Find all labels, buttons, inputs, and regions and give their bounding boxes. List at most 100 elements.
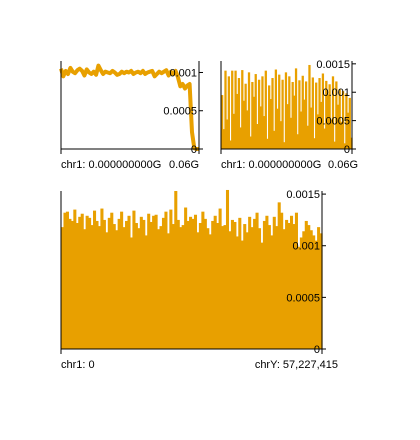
bar-35 bbox=[147, 213, 151, 349]
bar-57 bbox=[201, 211, 205, 349]
bar-89 bbox=[280, 212, 284, 349]
bar-27 bbox=[266, 138, 269, 149]
bar-59 bbox=[206, 228, 210, 349]
bar-37 bbox=[152, 215, 156, 349]
bar-3 bbox=[226, 119, 229, 149]
bar-101 bbox=[309, 230, 313, 349]
bar-46 bbox=[174, 191, 178, 349]
bar-17 bbox=[102, 219, 106, 349]
bar-47 bbox=[176, 219, 180, 349]
bar-98 bbox=[302, 231, 306, 349]
bar-7 bbox=[78, 216, 82, 349]
bar-80 bbox=[257, 228, 262, 349]
bar-31 bbox=[273, 130, 276, 149]
bar-37 bbox=[283, 142, 286, 149]
bar-10 bbox=[237, 78, 241, 149]
bar-75 bbox=[346, 112, 350, 149]
bar-39 bbox=[157, 229, 161, 349]
bar-43 bbox=[293, 95, 296, 149]
bar-40 bbox=[159, 226, 163, 349]
bar-22 bbox=[115, 230, 119, 349]
bar-55 bbox=[313, 138, 316, 149]
bar-51 bbox=[306, 125, 309, 149]
bar-41 bbox=[289, 117, 293, 149]
bar-97 bbox=[299, 237, 303, 349]
bar-1 bbox=[222, 129, 225, 149]
chart-panel-top-left: chr1: 0.000000000G 0.06G 0.001 0.0005 0 bbox=[59, 61, 203, 171]
bar-22 bbox=[257, 79, 261, 149]
bar-17 bbox=[249, 136, 252, 149]
bar-47 bbox=[299, 111, 303, 149]
bar-23 bbox=[117, 218, 121, 349]
bar-13 bbox=[242, 100, 246, 149]
bar-44 bbox=[169, 209, 173, 349]
bar-75 bbox=[245, 232, 249, 349]
bar-34 bbox=[144, 235, 148, 349]
bar-79 bbox=[255, 212, 259, 349]
bar-36 bbox=[149, 221, 153, 349]
bar-28 bbox=[268, 85, 271, 149]
bar-76 bbox=[248, 216, 252, 349]
bar-11 bbox=[88, 217, 92, 349]
bar-56 bbox=[198, 223, 202, 349]
y-tick-label-2: 0.0005 bbox=[316, 116, 350, 128]
bar-105 bbox=[319, 233, 323, 349]
bar-14 bbox=[244, 83, 247, 149]
bar-9 bbox=[236, 93, 239, 149]
bar-15 bbox=[97, 226, 101, 349]
bar-16 bbox=[247, 72, 251, 149]
bar-73 bbox=[343, 143, 346, 149]
bar-19 bbox=[252, 96, 256, 149]
bar-18 bbox=[105, 232, 109, 349]
x-tick-label-right: 0.06G bbox=[328, 159, 358, 171]
y-tick-label-3: 0 bbox=[314, 344, 320, 356]
bar-21 bbox=[112, 224, 116, 349]
bar-66 bbox=[331, 76, 335, 149]
bar-23 bbox=[259, 106, 262, 149]
bar-64 bbox=[328, 84, 331, 149]
bar-8 bbox=[234, 70, 237, 149]
bar-54 bbox=[193, 214, 198, 349]
bar-61 bbox=[211, 220, 215, 349]
bar-29 bbox=[269, 99, 272, 149]
bar-69 bbox=[230, 219, 234, 349]
bar-53 bbox=[310, 107, 313, 149]
bar-91 bbox=[285, 219, 289, 349]
bar-3 bbox=[68, 218, 72, 349]
bar-7 bbox=[232, 113, 236, 149]
chart-panel-top-right: chr1: 0.000000000G 0.06G 0.0015 0.001 0.0005… bbox=[220, 59, 358, 171]
bar-72 bbox=[341, 91, 345, 149]
bar-15 bbox=[246, 110, 249, 149]
y-tick-label-2: 0 bbox=[191, 144, 197, 156]
bar-6 bbox=[75, 223, 79, 349]
bar-90 bbox=[282, 229, 286, 349]
bar-50 bbox=[184, 207, 188, 349]
bar-70 bbox=[233, 221, 237, 349]
bar-77 bbox=[350, 137, 353, 149]
bar-59 bbox=[320, 101, 323, 149]
bar-2 bbox=[224, 70, 227, 149]
bar-6 bbox=[231, 70, 234, 149]
bar-60 bbox=[208, 234, 212, 349]
bar-67 bbox=[225, 189, 230, 349]
bar-57 bbox=[316, 114, 320, 149]
bar-24 bbox=[261, 76, 264, 149]
bar-30 bbox=[134, 223, 138, 349]
bar-32 bbox=[139, 216, 143, 349]
bar-70 bbox=[338, 89, 341, 149]
bar-73 bbox=[240, 240, 244, 349]
bar-46 bbox=[298, 80, 301, 149]
bar-51 bbox=[186, 220, 190, 349]
bar-68 bbox=[335, 81, 338, 149]
bar-67 bbox=[333, 141, 336, 149]
bar-0 bbox=[221, 95, 224, 149]
bar-44 bbox=[294, 68, 298, 149]
bar-33 bbox=[276, 108, 279, 149]
bar-1 bbox=[63, 212, 67, 349]
x-tick-label-left: chr1: 0.000000000G bbox=[61, 159, 161, 171]
bar-74 bbox=[345, 93, 348, 149]
bar-18 bbox=[251, 82, 254, 149]
bar-0 bbox=[61, 227, 65, 349]
bar-33 bbox=[142, 219, 146, 349]
bar-50 bbox=[304, 81, 308, 149]
